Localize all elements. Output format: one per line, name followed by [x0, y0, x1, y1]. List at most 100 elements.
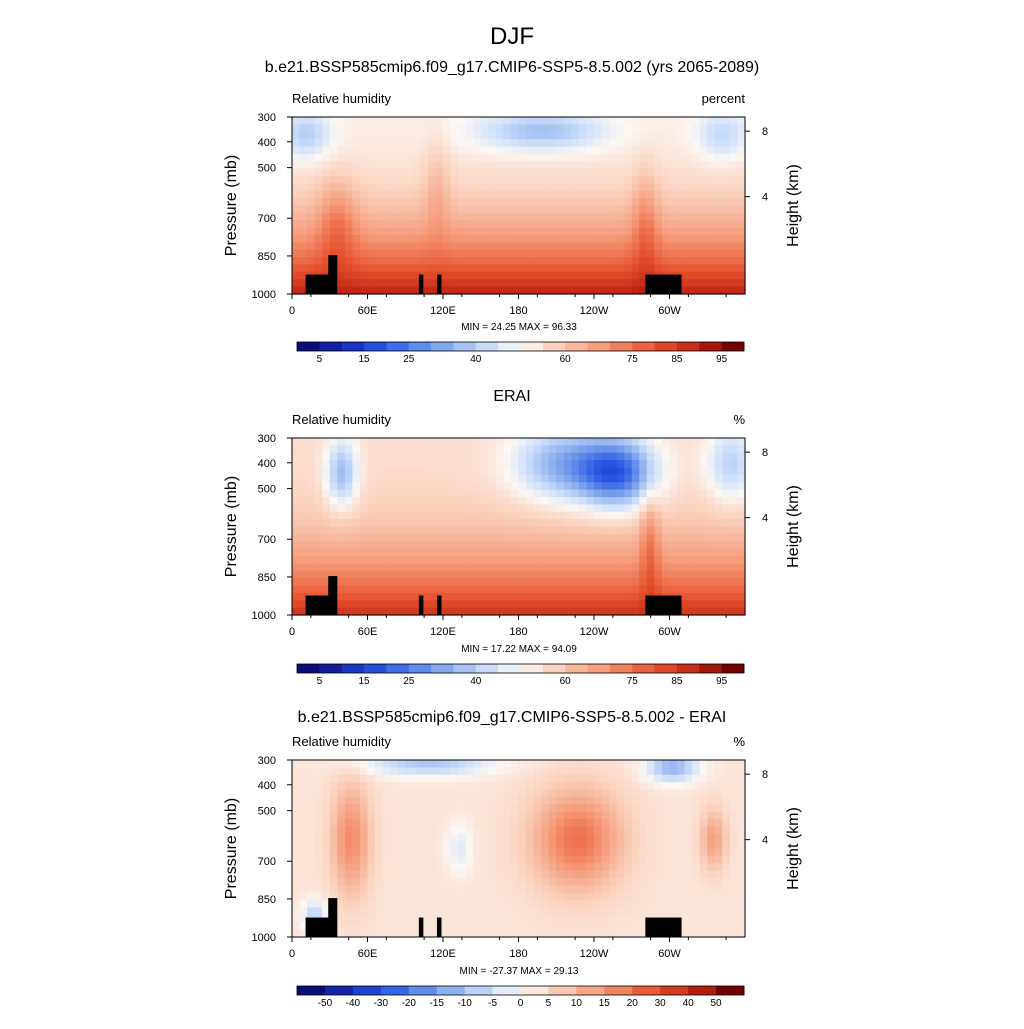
field-cell — [458, 117, 467, 125]
field-cell — [443, 153, 452, 162]
field-cell — [488, 519, 497, 528]
field-cell — [609, 212, 618, 221]
field-cell — [382, 452, 391, 461]
field-cell — [526, 198, 535, 207]
field-cell — [616, 600, 625, 609]
colorbar-frame — [296, 663, 745, 674]
field-cell — [737, 264, 746, 273]
field-cell — [458, 161, 467, 170]
field-cell — [450, 190, 459, 199]
field-cell — [616, 870, 625, 879]
field-cell — [631, 855, 640, 864]
field-cell — [729, 153, 739, 162]
field-cell — [495, 242, 504, 251]
field-cell — [669, 489, 678, 498]
field-cell — [601, 922, 610, 931]
field-cell — [722, 767, 731, 776]
field-cell — [412, 811, 421, 820]
field-cell — [699, 279, 708, 288]
field-cell — [631, 176, 640, 184]
y-axis-label: Pressure (mb) — [223, 476, 240, 577]
field-cell — [639, 489, 648, 498]
field-cell — [390, 796, 399, 805]
field-cell — [458, 279, 467, 288]
field-cell — [292, 819, 301, 827]
field-cell — [661, 452, 671, 461]
field-cell — [443, 474, 452, 483]
field-cell — [367, 570, 376, 579]
field-cell — [639, 482, 648, 491]
field-cell — [405, 519, 414, 528]
field-cell — [510, 474, 520, 483]
field-cell — [412, 592, 421, 601]
field-cell — [435, 146, 444, 155]
field-cell — [352, 774, 361, 783]
field-cell — [707, 220, 716, 229]
field-cell — [503, 146, 512, 155]
field-cell — [329, 878, 338, 886]
field-cell — [480, 467, 489, 476]
field-cell — [586, 212, 595, 221]
field-cell — [344, 235, 353, 243]
field-cell — [533, 767, 542, 776]
field-cell — [616, 929, 625, 938]
field-cell — [654, 907, 663, 916]
field-cell — [722, 146, 731, 155]
field-cell — [458, 767, 467, 776]
field-cell — [405, 782, 414, 791]
y-tick-label: 400 — [258, 780, 276, 792]
field-cell — [677, 563, 686, 572]
field-cell — [405, 452, 414, 461]
field-cell — [359, 168, 369, 177]
topography-mask — [436, 917, 442, 937]
field-cell — [503, 585, 512, 594]
x-tick-label: 60E — [358, 948, 378, 960]
field-cell — [518, 914, 527, 923]
field-cell — [292, 474, 301, 483]
field-cell — [503, 504, 512, 513]
field-cell — [609, 804, 618, 813]
field-cell — [518, 139, 527, 148]
field-cell — [367, 519, 376, 528]
field-cell — [684, 511, 693, 520]
field-cell — [541, 848, 550, 857]
field-cell — [435, 190, 444, 199]
field-cell — [420, 519, 429, 528]
field-cell — [533, 782, 542, 791]
field-cell — [458, 257, 467, 266]
field-cell — [661, 438, 671, 446]
field-cell — [677, 176, 686, 184]
field-cell — [586, 863, 595, 872]
field-cell — [684, 264, 693, 273]
field-cell — [684, 870, 693, 879]
field-cell — [594, 168, 603, 177]
field-cell — [405, 929, 414, 938]
field-cell — [729, 848, 739, 857]
field-cell — [518, 600, 527, 609]
field-cell — [571, 482, 580, 491]
field-cell — [382, 914, 391, 923]
field-cell — [344, 811, 353, 820]
field-cell — [737, 235, 746, 243]
field-cell — [435, 511, 444, 520]
field-cell — [359, 153, 369, 162]
field-cell — [314, 183, 323, 192]
field-cell — [646, 497, 655, 505]
field-cell — [624, 900, 633, 909]
field-cell — [329, 117, 338, 125]
field-cell — [594, 482, 603, 491]
field-cell — [714, 249, 723, 258]
field-cell — [367, 819, 376, 827]
field-cell — [450, 600, 459, 609]
field-cell — [397, 153, 406, 162]
field-cell — [631, 474, 640, 483]
field-cell — [661, 760, 671, 768]
field-cell — [450, 848, 459, 857]
field-cell — [556, 467, 565, 476]
field-cell — [465, 467, 474, 476]
field-cell — [571, 511, 580, 520]
field-cell — [661, 489, 671, 498]
field-cell — [714, 855, 723, 864]
field-cell — [352, 878, 361, 886]
field-cell — [707, 900, 716, 909]
